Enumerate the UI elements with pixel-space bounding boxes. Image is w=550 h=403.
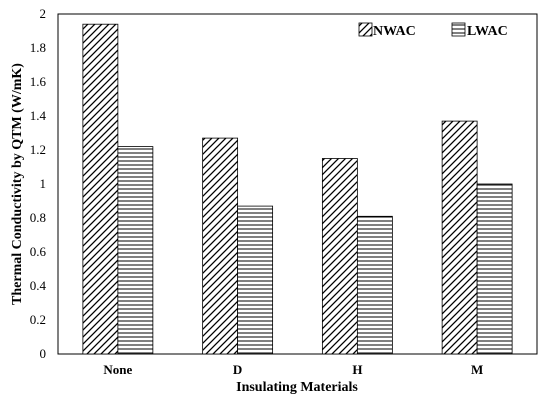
x-tick-label: M: [471, 362, 483, 377]
bars: [82, 23, 513, 355]
legend-swatch-lwac: [451, 22, 466, 37]
bar-nwac-d: [202, 137, 239, 355]
y-axis-ticks: 0 0.2 0.4 0.6 0.8 1 1.2 1.4 1.6 1.8 2: [30, 6, 47, 361]
y-tick-label: 1.4: [30, 108, 47, 123]
x-tick-label: None: [103, 362, 132, 377]
bar-nwac-m: [441, 120, 478, 355]
bar-lwac-m: [476, 183, 513, 355]
y-tick-label: 1.2: [30, 142, 46, 157]
y-tick-label: 0.2: [30, 312, 46, 327]
y-tick-label: 1.6: [30, 74, 47, 89]
legend: NWAC LWAC: [358, 22, 508, 39]
x-axis-labels: None D H M: [103, 362, 483, 377]
y-tick-label: 0.6: [30, 244, 47, 259]
bar-lwac-h: [356, 215, 393, 355]
y-tick-label: 0.8: [30, 210, 46, 225]
y-tick-label: 0.4: [30, 278, 47, 293]
y-axis-title: Thermal Conductivity by QTM (W/mK): [10, 63, 25, 305]
bar-nwac-none: [82, 23, 119, 355]
plot-area: [57, 13, 538, 355]
legend-label-nwac: NWAC: [373, 24, 416, 39]
y-tick-label: 2: [40, 6, 47, 21]
x-tick-label: H: [352, 362, 362, 377]
bar-lwac-none: [117, 146, 154, 355]
legend-swatch-nwac: [358, 22, 373, 37]
x-axis-title: Insulating Materials: [236, 380, 358, 395]
y-tick-label: 1: [40, 176, 47, 191]
bar-lwac-d: [237, 205, 274, 355]
x-tick-label: D: [233, 362, 242, 377]
legend-label-lwac: LWAC: [467, 24, 508, 39]
bar-nwac-h: [321, 158, 358, 355]
y-tick-label: 1.8: [30, 40, 46, 55]
y-tick-label: 0: [40, 346, 47, 361]
